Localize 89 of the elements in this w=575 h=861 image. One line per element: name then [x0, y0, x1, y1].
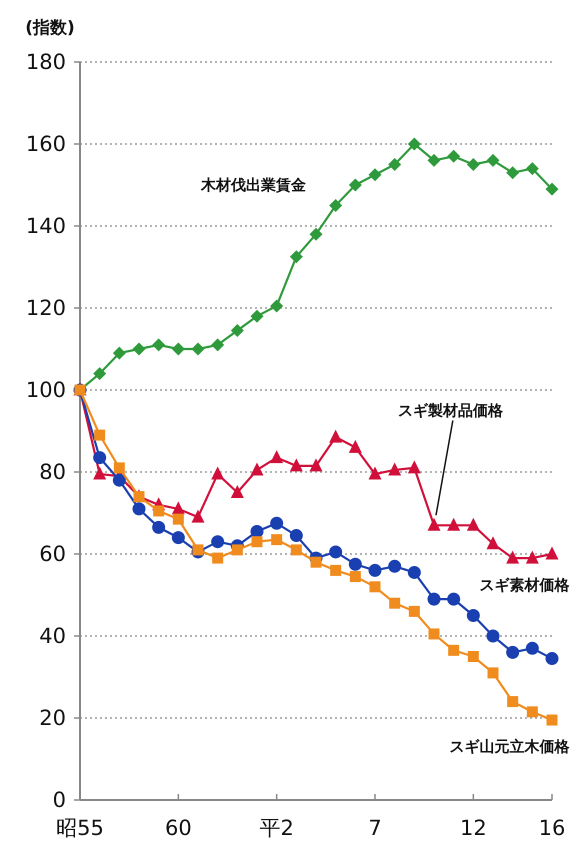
- point: [94, 430, 106, 441]
- point: [428, 592, 440, 606]
- point: [329, 545, 342, 558]
- point: [486, 536, 500, 550]
- point: [447, 518, 460, 531]
- point: [408, 606, 420, 617]
- point: [447, 592, 460, 606]
- point: [192, 510, 204, 523]
- point: [310, 458, 322, 472]
- point: [428, 628, 440, 640]
- point: [388, 462, 402, 476]
- point: [408, 138, 421, 150]
- point: [250, 310, 264, 323]
- point: [290, 544, 302, 556]
- point: [546, 652, 558, 666]
- point: [252, 536, 262, 548]
- point: [93, 466, 106, 480]
- point: [211, 338, 224, 352]
- point: [172, 514, 184, 525]
- point: [389, 598, 400, 609]
- point: [506, 550, 520, 564]
- point: [447, 150, 460, 163]
- point: [488, 667, 498, 678]
- point: [350, 571, 361, 582]
- point: [153, 505, 164, 516]
- point: [132, 502, 146, 516]
- point: [368, 168, 382, 182]
- point: [546, 546, 558, 560]
- point: [152, 338, 166, 352]
- point: [348, 440, 362, 453]
- point: [408, 566, 421, 579]
- point: [250, 524, 264, 538]
- point: [310, 556, 322, 568]
- point: [270, 450, 284, 464]
- point: [271, 534, 282, 546]
- point: [348, 178, 362, 192]
- point: [152, 520, 166, 534]
- point: [192, 342, 204, 356]
- point: [211, 466, 224, 480]
- point: [466, 158, 480, 171]
- point: [348, 558, 362, 571]
- point: [329, 430, 342, 443]
- point: [290, 250, 303, 264]
- point: [93, 451, 106, 464]
- point: [192, 544, 204, 556]
- point: [507, 696, 518, 708]
- point: [310, 228, 322, 241]
- point: [172, 531, 185, 544]
- point: [211, 535, 224, 548]
- point: [114, 462, 125, 474]
- point: [250, 462, 264, 476]
- point: [388, 560, 402, 573]
- point: [270, 299, 284, 312]
- point: [370, 581, 380, 592]
- point: [270, 516, 284, 530]
- point: [290, 458, 303, 472]
- point: [448, 644, 460, 656]
- point: [468, 651, 479, 662]
- point: [506, 646, 520, 659]
- point: [486, 630, 500, 642]
- point: [486, 154, 500, 167]
- point: [408, 460, 421, 474]
- point: [93, 367, 106, 380]
- point: [232, 544, 243, 556]
- point: [112, 474, 126, 487]
- point: [466, 518, 480, 531]
- point: [526, 642, 539, 655]
- point: [526, 706, 538, 718]
- point: [230, 324, 244, 338]
- point: [330, 564, 342, 576]
- point: [466, 609, 480, 622]
- point: [506, 166, 520, 180]
- point: [172, 342, 185, 356]
- point: [112, 346, 126, 360]
- point: [212, 552, 224, 564]
- ylabel: (指数): [25, 18, 75, 38]
- point: [368, 466, 382, 480]
- point: [428, 518, 440, 531]
- point: [428, 154, 440, 167]
- point: [526, 550, 539, 564]
- point: [290, 529, 303, 542]
- point: [230, 485, 244, 498]
- point: [329, 199, 342, 212]
- point: [388, 158, 402, 171]
- point: [546, 182, 558, 196]
- point: [368, 564, 382, 577]
- point: [132, 342, 146, 356]
- point: [546, 714, 558, 726]
- point: [526, 162, 539, 176]
